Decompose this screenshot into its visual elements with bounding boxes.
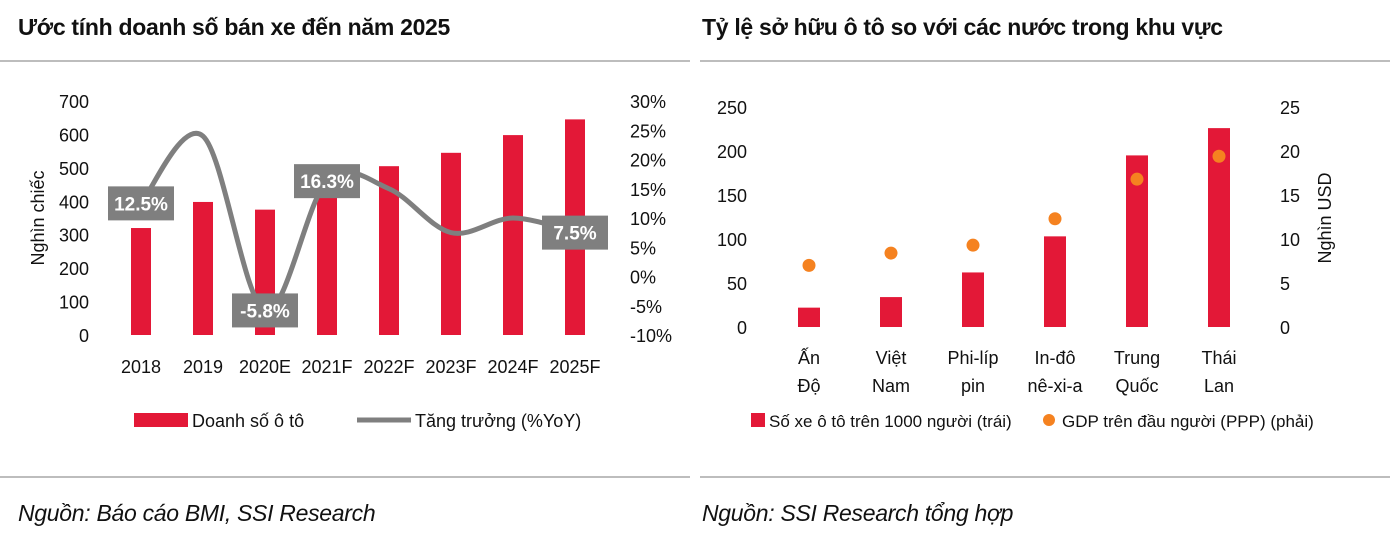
right-top-rule xyxy=(700,60,1390,62)
legend-label-cars: Số xe ô tô trên 1000 người (trái) xyxy=(769,412,1012,431)
bar-cars-per-1000 xyxy=(880,297,902,327)
growth-data-label: 16.3% xyxy=(300,172,354,193)
y-axis-tick-label: 200 xyxy=(59,259,89,279)
legend-label-growth: Tăng trưởng (%YoY) xyxy=(415,411,581,431)
x-axis-tick-label: Ấn xyxy=(798,347,820,368)
dot-gdp-per-capita xyxy=(884,246,898,260)
growth-data-label-box xyxy=(232,293,298,328)
right-source-note: Nguồn: SSI Research tổng hợp xyxy=(702,500,1014,526)
y-axis-tick-label: 0 xyxy=(737,318,747,338)
growth-data-label: 12.5% xyxy=(114,194,168,215)
car-ownership-chart: 0 50 100 150 200 250 0 5 10 15 20 25 Nghìn USD Ấn Độ Vi… xyxy=(717,98,1335,431)
x-axis-tick-label: 2018 xyxy=(121,357,161,377)
bar-cars-per-1000 xyxy=(962,272,984,327)
y2-axis-tick-label: 10% xyxy=(630,209,666,229)
bar-cars-per-1000 xyxy=(1126,155,1148,327)
x-axis-tick-label: Quốc xyxy=(1115,376,1158,396)
right-bottom-rule xyxy=(700,476,1390,478)
x-axis-tick-label: Phi-líp xyxy=(947,348,998,368)
y2-axis-tick-label: 25% xyxy=(630,121,666,141)
bar-sales xyxy=(317,187,337,335)
x-axis-tick-label: Độ xyxy=(797,376,820,396)
sales-forecast-panel: Ước tính doanh số bán xe đến năm 2025 0 1… xyxy=(0,0,690,550)
bar-cars-per-1000 xyxy=(1208,128,1230,327)
legend-label-sales: Doanh số ô tô xyxy=(192,411,304,431)
y-axis-tick-label: 700 xyxy=(59,92,89,112)
y2-axis-tick-label: 15 xyxy=(1280,186,1300,206)
growth-data-label-box xyxy=(542,215,608,250)
y-axis-tick-label: 100 xyxy=(59,293,89,313)
y2-axis-tick-label: 30% xyxy=(630,92,666,112)
x-axis-tick-label: 2024F xyxy=(487,357,538,377)
y2-axis-tick-label: 0% xyxy=(630,268,656,288)
y2-axis-tick-label: 5% xyxy=(630,238,656,258)
bar-sales xyxy=(193,201,213,335)
sales-forecast-chart: 0 100 200 300 400 500 600 700 -10% -5% 0% 5% 10% 15% 2… xyxy=(28,92,672,431)
x-axis-tick-label: Việt xyxy=(876,348,907,368)
x-axis-tick-label: nê-xi-a xyxy=(1027,376,1083,396)
y-axis-title: Nghìn chiếc xyxy=(28,170,48,265)
x-axis-tick-label: pin xyxy=(961,376,985,396)
y2-axis-tick-label: 20% xyxy=(630,151,666,171)
x-axis-tick-label: 2019 xyxy=(183,357,223,377)
x-axis-tick-label: Nam xyxy=(872,376,910,396)
car-ownership-panel: Tỷ lệ sở hữu ô tô so với các nước trong … xyxy=(700,0,1390,550)
legend-swatch-dot xyxy=(1043,414,1055,426)
bar-cars-per-1000 xyxy=(798,307,820,327)
y2-axis-tick-label: -10% xyxy=(630,326,672,346)
y-axis-tick-label: 400 xyxy=(59,192,89,212)
x-axis-tick-label: 2020E xyxy=(239,357,291,377)
y2-axis-tick-label: 15% xyxy=(630,180,666,200)
legend-swatch-bar xyxy=(751,413,765,427)
dot-gdp-per-capita xyxy=(1048,212,1062,226)
legend-swatch-bar xyxy=(134,413,188,427)
y-axis-tick-label: 100 xyxy=(717,230,747,250)
bar-sales xyxy=(503,135,523,335)
y-axis-tick-label: 300 xyxy=(59,226,89,246)
y-axis-tick-label: 250 xyxy=(717,98,747,118)
x-axis-tick-label: Lan xyxy=(1204,376,1234,396)
x-axis-tick-label: In-đô xyxy=(1034,348,1075,368)
y-axis-tick-label: 50 xyxy=(727,274,747,294)
dot-gdp-per-capita xyxy=(1130,172,1144,186)
x-axis-tick-label: 2025F xyxy=(549,357,600,377)
left-chart-title: Ước tính doanh số bán xe đến năm 2025 xyxy=(18,14,451,40)
y-axis-tick-label: 200 xyxy=(717,142,747,162)
y2-axis-tick-label: -5% xyxy=(630,297,662,317)
x-axis-tick-label: 2021F xyxy=(301,357,352,377)
x-axis-tick-label: 2022F xyxy=(363,357,414,377)
x-axis-tick-label: Thái xyxy=(1201,348,1236,368)
dot-gdp-per-capita xyxy=(1212,149,1226,163)
y2-axis-tick-label: 25 xyxy=(1280,98,1300,118)
bar-sales xyxy=(441,152,461,335)
growth-data-label: 7.5% xyxy=(553,224,596,245)
left-bottom-rule xyxy=(0,476,690,478)
dot-gdp-per-capita xyxy=(966,238,980,252)
y2-axis-title: Nghìn USD xyxy=(1315,172,1335,263)
y-axis-tick-label: 500 xyxy=(59,159,89,179)
y-axis-tick-label: 600 xyxy=(59,125,89,145)
bar-cars-per-1000 xyxy=(1044,236,1066,327)
y-axis-tick-label: 0 xyxy=(79,326,89,346)
left-top-rule xyxy=(0,60,690,62)
bar-sales xyxy=(379,166,399,335)
y2-axis-tick-label: 5 xyxy=(1280,274,1290,294)
legend-label-gdp: GDP trên đầu người (PPP) (phải) xyxy=(1062,412,1314,431)
growth-data-label-box xyxy=(108,186,174,221)
x-axis-tick-label: 2023F xyxy=(425,357,476,377)
growth-data-label-box xyxy=(294,164,360,199)
y2-axis-tick-label: 0 xyxy=(1280,318,1290,338)
growth-data-label: -5.8% xyxy=(240,301,290,322)
bar-sales xyxy=(131,228,151,335)
dot-gdp-per-capita xyxy=(802,258,816,272)
left-source-note: Nguồn: Báo cáo BMI, SSI Research xyxy=(18,500,376,526)
x-axis-tick-label: Trung xyxy=(1114,348,1160,368)
y2-axis-tick-label: 10 xyxy=(1280,230,1300,250)
right-chart-title: Tỷ lệ sở hữu ô tô so với các nước trong … xyxy=(702,14,1223,40)
y2-axis-tick-label: 20 xyxy=(1280,142,1300,162)
y-axis-tick-label: 150 xyxy=(717,186,747,206)
